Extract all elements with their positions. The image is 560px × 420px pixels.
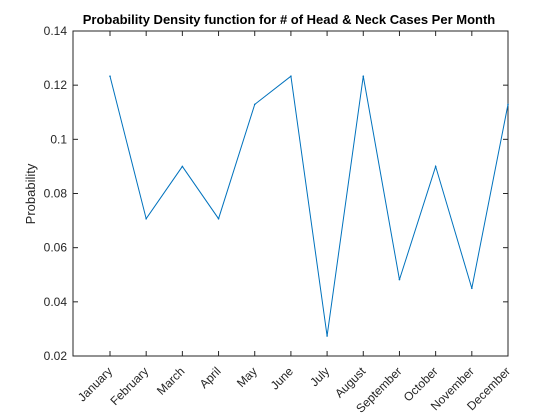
data-point bbox=[290, 75, 292, 78]
x-tick-label: February bbox=[107, 364, 151, 408]
y-tick-label: 0.1 bbox=[50, 132, 67, 146]
data-point bbox=[434, 165, 437, 168]
x-tick-label: July bbox=[307, 364, 332, 389]
y-tick-label: 0.08 bbox=[44, 187, 68, 201]
x-tick-label: March bbox=[154, 364, 187, 397]
data-point bbox=[109, 75, 111, 78]
y-tick-label: 0.04 bbox=[44, 295, 68, 309]
y-tick-label: 0.02 bbox=[44, 349, 68, 363]
y-tick-label: 0.12 bbox=[44, 78, 68, 92]
data-point bbox=[398, 278, 401, 281]
data-point bbox=[145, 217, 147, 220]
data-point bbox=[326, 335, 328, 337]
y-tick-label: 0.06 bbox=[44, 241, 68, 255]
y-tick-label: 0.14 bbox=[44, 24, 68, 38]
data-point bbox=[181, 165, 184, 168]
data-point bbox=[507, 103, 509, 106]
ticks: 0.020.040.060.080.10.120.14JanuaryFebrua… bbox=[44, 24, 513, 416]
series bbox=[109, 75, 509, 337]
plot-box bbox=[72, 30, 509, 357]
data-point bbox=[253, 103, 256, 106]
x-tick-label: May bbox=[234, 364, 260, 390]
data-point bbox=[217, 217, 220, 220]
axes bbox=[72, 30, 509, 357]
x-tick-label: June bbox=[268, 364, 297, 393]
chart-title: Probability Density function for # of He… bbox=[83, 12, 496, 27]
data-point bbox=[471, 287, 473, 290]
y-axis-label: Probability bbox=[23, 163, 38, 224]
series-line bbox=[109, 75, 509, 337]
data-point bbox=[362, 75, 365, 78]
x-tick-label: April bbox=[197, 364, 224, 391]
